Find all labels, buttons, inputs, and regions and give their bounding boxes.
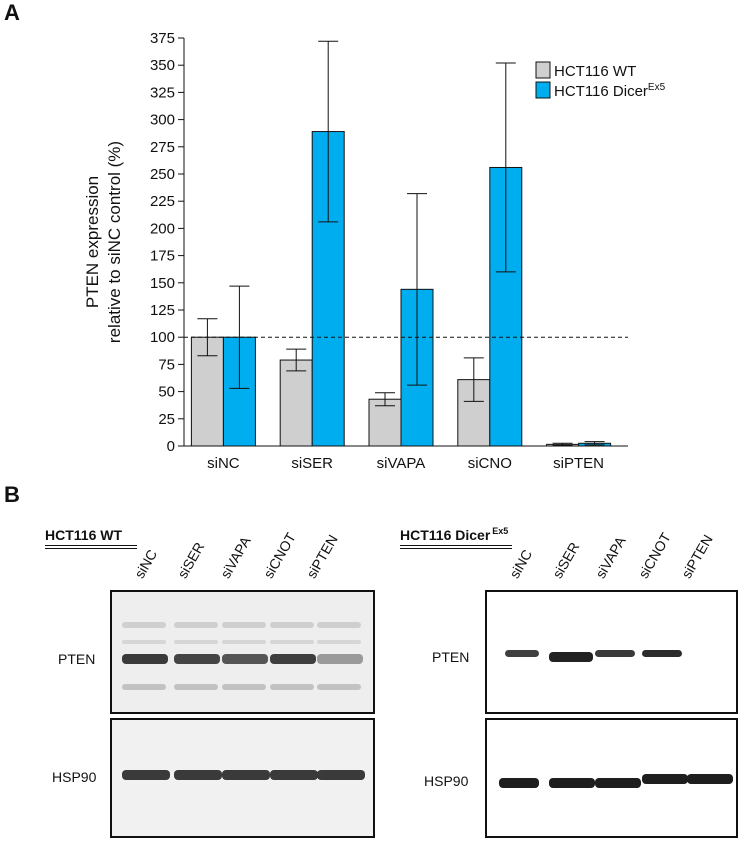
blot-title-dicer-sup: Ex5 (492, 526, 509, 536)
row-label-wt-hsp90: HSP90 (52, 769, 97, 785)
panel-label-b: B (4, 482, 20, 507)
y-tick-label: 225 (150, 193, 175, 210)
bar-wt-siser (279, 359, 313, 447)
blot-dicer-hsp90 (485, 718, 738, 838)
panel-label-a: A (4, 0, 20, 25)
blot-title-wt-underline (45, 545, 137, 546)
y-tick-label: 75 (158, 356, 175, 373)
band-faint-upper (222, 622, 266, 628)
band-faint-lower (270, 684, 314, 690)
legend-swatch-dicer (535, 81, 551, 99)
band-faint-upper (122, 622, 166, 628)
lane-label-sipten: siPTEN (678, 531, 716, 581)
band-faint-mid (317, 640, 361, 644)
band-faint-upper (270, 622, 314, 628)
band-hsp90-wt (222, 770, 270, 780)
bar-dicer-siser (311, 131, 345, 447)
row-label-dicer-pten: PTEN (432, 649, 470, 665)
legend-label-wt: HCT116 WT (554, 63, 636, 80)
legend-swatch-wt (535, 61, 551, 79)
y-tick-label: 175 (150, 248, 175, 265)
band-faint-mid (222, 640, 266, 644)
legend-label-dicer: HCT116 DicerEx5 (554, 82, 666, 100)
band-hsp90-dicer (595, 778, 641, 788)
band-faint-upper (174, 622, 218, 628)
row-label-wt-pten: PTEN (58, 651, 96, 667)
blot-title-wt: HCT116 WT (45, 527, 122, 543)
band-hsp90-dicer (642, 774, 688, 784)
y-tick-label: 100 (150, 329, 175, 346)
category-label-sinc: siNC (207, 455, 240, 470)
band-hsp90-wt (317, 770, 365, 780)
bar-chart: 0 25 50 75 100 125 150 175 200 225 250 275 300 325 350… (83, 30, 666, 470)
y-tick-label: 0 (167, 438, 175, 455)
band-faint-lower (174, 684, 218, 690)
band-pten-dicer (505, 650, 539, 657)
category-label-sivapa: siVAPA (377, 455, 426, 470)
band-pten-wt (317, 654, 363, 664)
y-tick-label: 375 (150, 30, 175, 47)
band-hsp90-wt (174, 770, 222, 780)
band-pten-dicer (642, 650, 682, 657)
y-axis-label-line2: relative to siNC control (%) (105, 141, 124, 343)
lane-label-siser: siSER (174, 539, 208, 581)
band-pten-dicer (549, 652, 593, 662)
lane-label-sivapa: siVAPA (217, 533, 254, 581)
band-faint-mid (270, 640, 314, 644)
band-hsp90-wt (122, 770, 170, 780)
band-pten-wt (222, 654, 268, 664)
band-pten-wt (270, 654, 316, 664)
y-tick-label: 125 (150, 302, 175, 319)
lane-label-sinc: siNC (131, 546, 161, 581)
y-tick-label: 250 (150, 166, 175, 183)
blot-title-dicer-underline-2 (400, 548, 512, 549)
blot-title-wt-underline-2 (45, 548, 137, 549)
lane-label-siser: siSER (549, 539, 583, 581)
category-label-sipten: siPTEN (553, 455, 604, 470)
category-label-siser: siSER (291, 455, 333, 470)
band-faint-lower (317, 684, 361, 690)
blot-title-dicer: HCT116 Dicer Ex5 (400, 526, 509, 543)
y-axis-label-line1: PTEN expression (83, 176, 102, 308)
blot-title-dicer-text: HCT116 Dicer (400, 527, 491, 543)
blot-title-wt-text: HCT116 WT (45, 527, 123, 543)
blot-title-dicer-underline (400, 545, 512, 546)
lane-label-sicnot: siCNOT (260, 529, 299, 581)
y-tick-label: 300 (150, 112, 175, 129)
band-pten-wt (122, 654, 168, 664)
band-pten-wt (174, 654, 220, 664)
y-tick-label: 200 (150, 220, 175, 237)
lane-label-sipten: siPTEN (303, 531, 341, 581)
band-faint-lower (122, 684, 166, 690)
category-label-sicno: siCNO (468, 455, 512, 470)
y-tick-label: 25 (158, 411, 175, 428)
lane-label-sivapa: siVAPA (592, 533, 629, 581)
y-tick-label: 350 (150, 57, 175, 74)
blot-dicer-pten (485, 590, 738, 714)
y-tick-label: 50 (158, 384, 175, 401)
band-faint-mid (174, 640, 218, 644)
row-label-dicer-hsp90: HSP90 (424, 773, 469, 789)
band-hsp90-dicer (687, 774, 733, 784)
band-hsp90-dicer (499, 778, 539, 788)
lane-label-sinc: siNC (506, 546, 536, 581)
y-tick-label: 275 (150, 139, 175, 156)
blot-wt-hsp90 (110, 718, 375, 838)
band-faint-upper (317, 622, 361, 628)
y-tick-label: 325 (150, 84, 175, 101)
lane-label-sicnot: siCNOT (635, 529, 674, 581)
band-hsp90-wt (270, 770, 318, 780)
band-faint-lower (222, 684, 266, 690)
band-hsp90-dicer (549, 778, 595, 788)
blot-wt-pten (110, 590, 375, 714)
y-tick-label: 150 (150, 275, 175, 292)
band-pten-dicer (595, 650, 635, 657)
band-faint-mid (122, 640, 166, 644)
